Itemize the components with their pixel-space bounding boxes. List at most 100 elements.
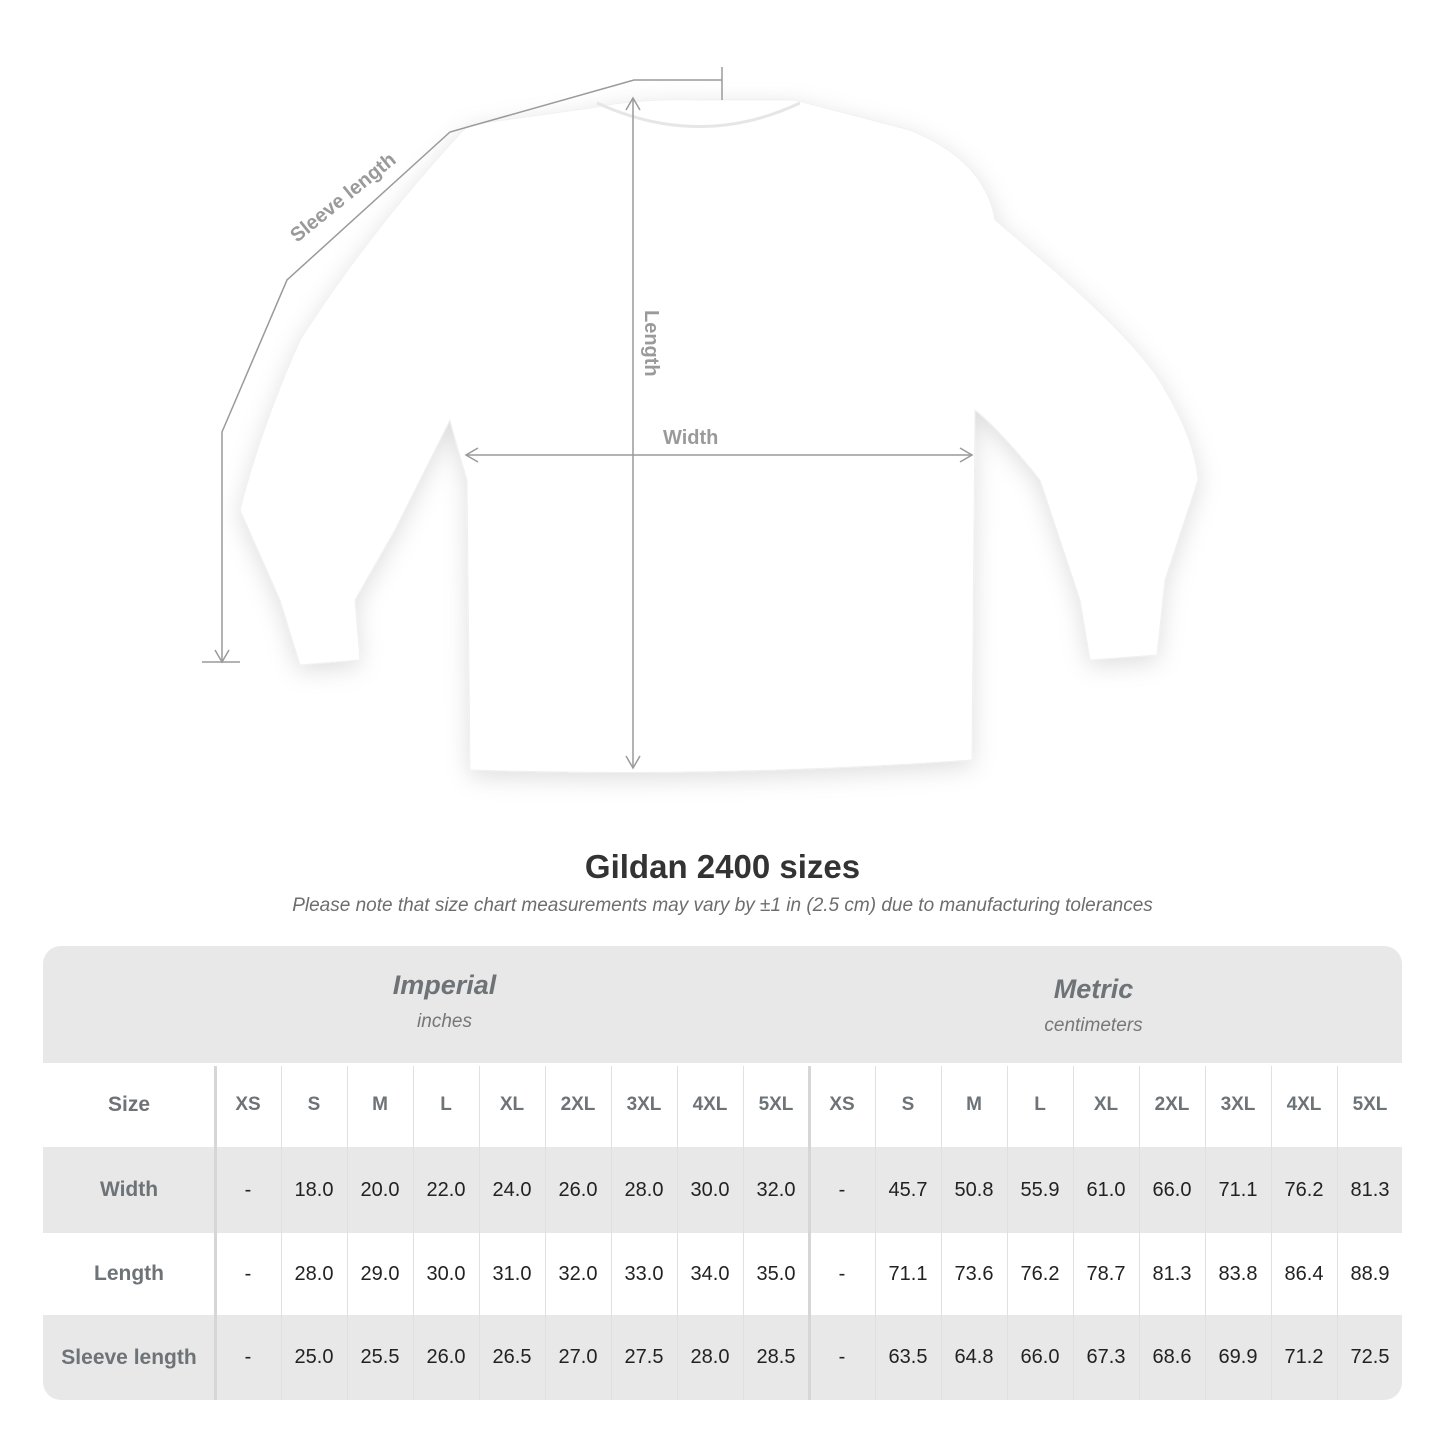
page-title: Gildan 2400 sizes (584, 848, 861, 885)
long-sleeve-shirt-image (239, 99, 1199, 773)
size-header-cell: L (1034, 1094, 1046, 1115)
width-label: Width (663, 427, 718, 449)
imperial-value-cell: 30.0 (426, 1262, 466, 1285)
imperial-header: Imperial inches (215, 970, 674, 1033)
shirt-diagram: Sleeve length Length Width (202, 67, 1199, 773)
metric-value-cell: 78.7 (1086, 1262, 1126, 1285)
table-header-band (43, 946, 1402, 1063)
imperial-value-cell: 32.0 (558, 1262, 598, 1285)
metric-value-cell: - (838, 1178, 846, 1201)
row-label: Sleeve length (61, 1345, 197, 1369)
column-divider (1073, 1066, 1074, 1400)
length-arrow-icons (625, 96, 641, 770)
metric-value-cell: 72.5 (1350, 1346, 1390, 1368)
imperial-value-cell: 18.0 (294, 1178, 334, 1201)
metric-value-cell: 68.6 (1152, 1346, 1192, 1368)
metric-value-cell: 66.0 (1152, 1178, 1192, 1201)
metric-value-cell: 71.2 (1284, 1346, 1324, 1368)
metric-value-cell: 88.9 (1350, 1262, 1390, 1285)
sleeve-arrow-icon (214, 649, 230, 664)
size-header-cell: 2XL (1154, 1094, 1190, 1115)
measurement-lines (202, 67, 974, 770)
size-header-cell: 4XL (692, 1094, 728, 1115)
metric-value-cell: 61.0 (1086, 1178, 1126, 1201)
sleeve-length-line (221, 79, 722, 662)
imperial-value-cell: 35.0 (756, 1262, 796, 1285)
column-divider (1271, 1066, 1272, 1400)
imperial-unit: inches (417, 1011, 472, 1032)
size-header-cell: 4XL (1286, 1094, 1322, 1115)
imperial-value-cell: 31.0 (492, 1262, 532, 1285)
imperial-value-cell: 26.0 (558, 1178, 598, 1201)
column-divider (743, 1066, 744, 1400)
metric-value-cell: 81.3 (1350, 1178, 1390, 1201)
imperial-value-cell: - (244, 1262, 252, 1285)
size-header-cell: M (372, 1094, 388, 1115)
size-header-label: Size (107, 1093, 151, 1116)
metric-unit: centimeters (1044, 1015, 1143, 1036)
imperial-value-cell: 25.5 (360, 1346, 400, 1368)
metric-value-cell: 66.0 (1020, 1346, 1060, 1368)
size-header-cell: L (440, 1094, 452, 1115)
size-header-cell: 2XL (560, 1094, 596, 1115)
column-divider (808, 1066, 811, 1400)
metric-value-cell: 71.1 (1218, 1178, 1258, 1201)
column-divider (479, 1066, 480, 1400)
imperial-value-cell: 25.0 (294, 1346, 334, 1368)
imperial-value-cell: 26.5 (492, 1346, 532, 1368)
metric-title: Metric (1053, 974, 1134, 1004)
metric-value-cell: 86.4 (1284, 1262, 1324, 1285)
shirt-collar (596, 101, 801, 128)
metric-value-cell: 67.3 (1086, 1346, 1126, 1368)
size-header-cell: 5XL (758, 1094, 794, 1115)
metric-value-cell: 45.7 (888, 1178, 928, 1201)
metric-value-cell: 63.5 (888, 1346, 928, 1368)
width-arrow-icons (464, 447, 974, 463)
size-header-cell: 3XL (1220, 1094, 1256, 1115)
metric-header: Metric centimeters (809, 974, 1378, 1037)
imperial-value-cell: 27.0 (558, 1346, 598, 1368)
imperial-value-cell: 28.0 (624, 1178, 664, 1201)
imperial-value-cell: 28.5 (756, 1346, 796, 1368)
column-divider (1139, 1066, 1140, 1400)
imperial-value-cell: 27.5 (624, 1346, 664, 1368)
metric-value-cell: 55.9 (1020, 1178, 1060, 1201)
column-divider (347, 1066, 348, 1400)
row-label: Length (94, 1262, 164, 1285)
column-divider (214, 1066, 217, 1400)
size-header-cell: XL (1093, 1094, 1119, 1115)
imperial-value-cell: 24.0 (492, 1178, 532, 1201)
size-table: Imperial inches Metric centimeters Size X… (43, 946, 1402, 1400)
imperial-value-cell: 29.0 (360, 1262, 400, 1285)
imperial-value-cell: 34.0 (690, 1262, 730, 1285)
metric-value-cell: 73.6 (954, 1262, 994, 1285)
tolerance-note: Please note that size chart measurements… (292, 895, 1153, 916)
column-divider (281, 1066, 282, 1400)
metric-value-cell: - (838, 1262, 846, 1285)
column-divider (677, 1066, 678, 1400)
column-divider (611, 1066, 612, 1400)
column-divider (545, 1066, 546, 1400)
column-divider (1007, 1066, 1008, 1400)
metric-value-cell: 76.2 (1284, 1178, 1324, 1201)
row-label: Width (99, 1178, 159, 1201)
imperial-value-cell: 33.0 (624, 1262, 664, 1285)
size-header-cell: XS (235, 1094, 261, 1115)
length-label: Length (640, 310, 662, 377)
imperial-value-cell: 32.0 (756, 1178, 796, 1201)
imperial-title: Imperial (392, 970, 497, 1000)
metric-value-cell: - (838, 1346, 846, 1368)
row-band (43, 1147, 1402, 1233)
size-header-cell: S (307, 1094, 321, 1115)
metric-value-cell: 81.3 (1152, 1262, 1192, 1285)
imperial-value-cell: 28.0 (690, 1346, 730, 1368)
column-divider (1205, 1066, 1206, 1400)
column-divider (1337, 1066, 1338, 1400)
metric-value-cell: 50.8 (954, 1178, 994, 1201)
size-header-cell: XL (499, 1094, 525, 1115)
imperial-value-cell: - (244, 1346, 252, 1368)
metric-value-cell: 69.9 (1218, 1346, 1258, 1368)
imperial-value-cell: 30.0 (690, 1178, 730, 1201)
column-divider (413, 1066, 414, 1400)
imperial-value-cell: 26.0 (426, 1346, 466, 1368)
